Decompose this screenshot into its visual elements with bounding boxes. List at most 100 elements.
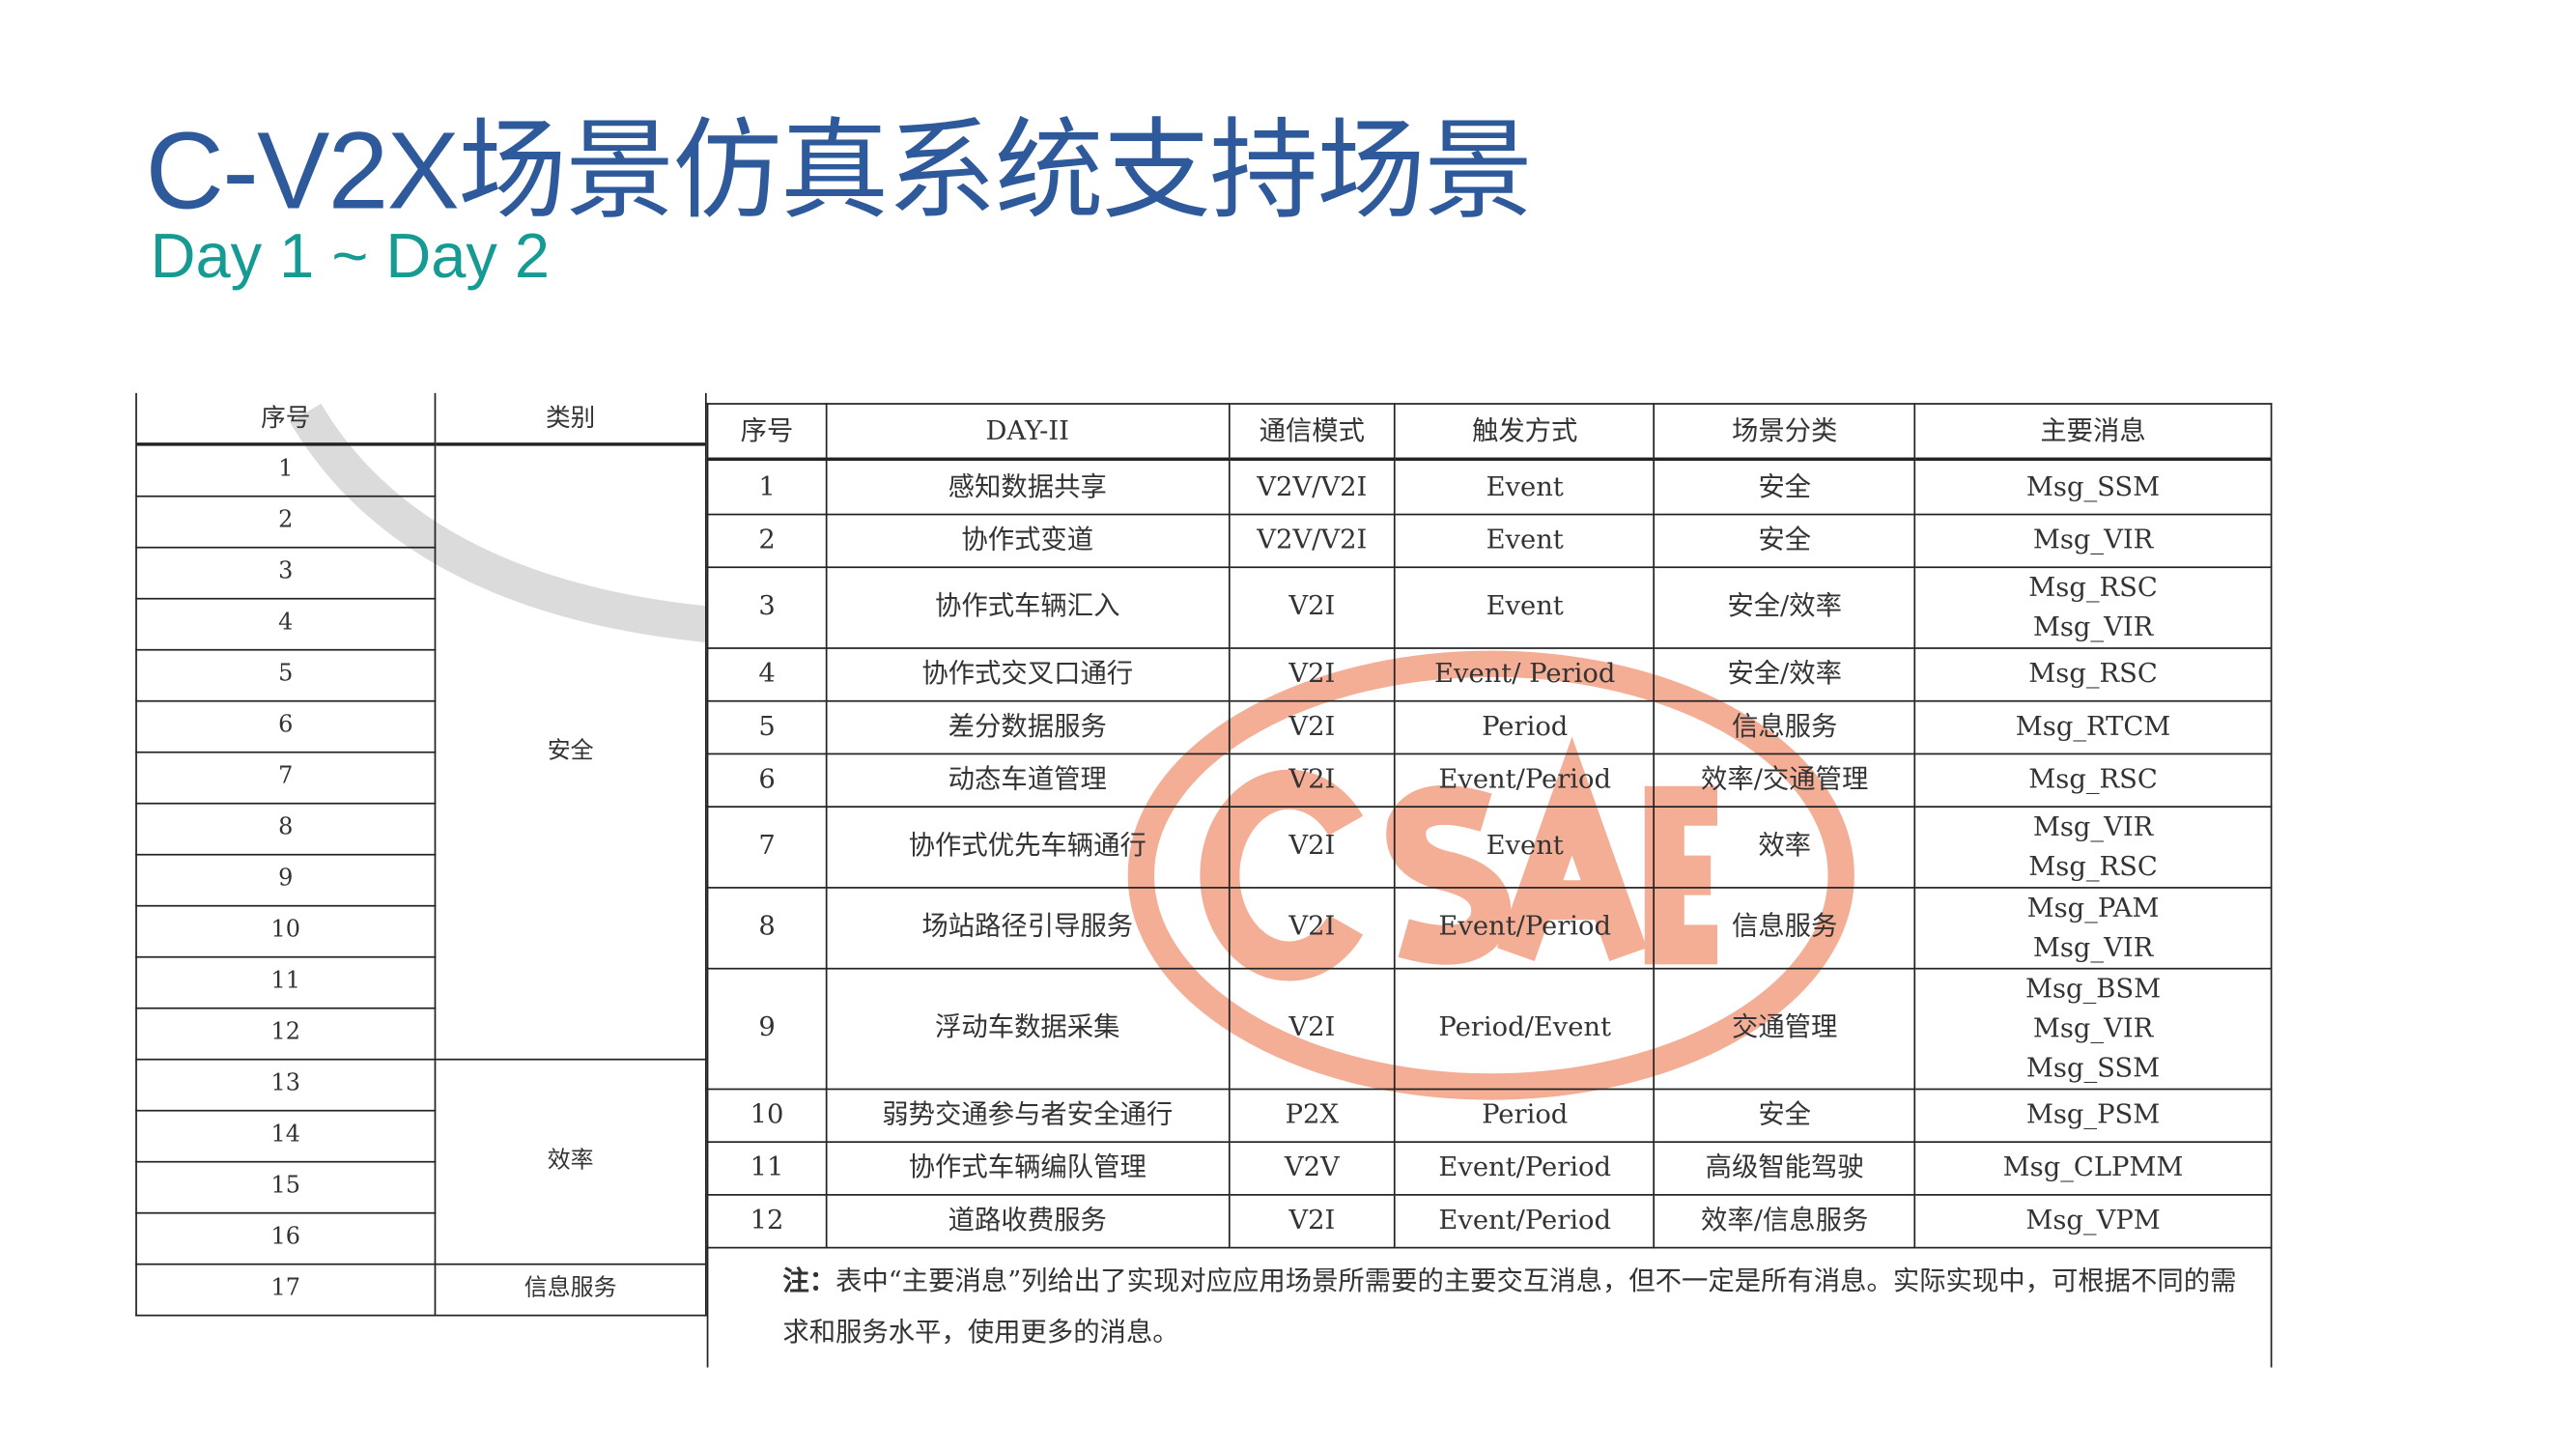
row-number: 4: [135, 597, 437, 651]
table-row: 5: [135, 648, 706, 702]
cell-trigger: Event: [1394, 458, 1656, 515]
cell-number: 9: [706, 966, 828, 1090]
cell-trigger: Period: [1394, 699, 1656, 754]
cell-category: 效率/交通管理: [1653, 752, 1916, 808]
header-category: 类别: [434, 392, 707, 446]
cell-category: 效率/信息服务: [1653, 1193, 1916, 1248]
header-comm-mode: 通信模式: [1228, 403, 1397, 461]
cell-category: 高级智能驾驶: [1653, 1140, 1916, 1195]
cell-trigger: Period: [1394, 1087, 1656, 1143]
cell-comm-mode: V2I: [1228, 1193, 1397, 1248]
cell-main-message: Msg_RTCM: [1913, 699, 2273, 754]
cell-day-ii: 动态车道管理: [825, 752, 1230, 808]
cell-main-message: Msg_RSC: [1913, 646, 2273, 701]
cell-main-message: Msg_BSM Msg_VIR Msg_SSM: [1913, 966, 2273, 1090]
table-row: 2 协作式变道 V2V/V2I Event 安全 Msg_VIR: [706, 512, 2273, 568]
cell-category: 安全/效率: [1653, 646, 1916, 701]
row-number: 5: [135, 648, 437, 702]
cell-number: 7: [706, 805, 828, 888]
cell-comm-mode: P2X: [1228, 1087, 1397, 1143]
table-row: 8 场站路径引导服务 V2I Event/Period 信息服务 Msg_PAM Msg_…: [706, 886, 2273, 969]
table-row: 13 效率: [135, 1058, 707, 1265]
row-number: 3: [135, 546, 437, 600]
table-row: 9 浮动车数据采集 V2I Period/Event 交通管理 Msg_BSM Msg_V…: [706, 966, 2273, 1090]
cell-day-ii: 场站路径引导服务: [825, 886, 1230, 969]
table-row: 7: [135, 751, 706, 805]
table-row: 7 协作式优先车辆通行 V2I Event 效率 Msg_VIR Msg_RSC: [706, 805, 2273, 888]
row-number: 2: [135, 495, 437, 549]
cell-main-message: Msg_VIR Msg_RSC: [1913, 805, 2273, 888]
header-day-ii: DAY-II: [825, 403, 1230, 461]
cell-day-ii: 协作式交叉口通行: [825, 646, 1230, 701]
row-number: 10: [135, 904, 437, 958]
cell-category: 交通管理: [1653, 966, 1916, 1090]
cell-trigger: Event: [1394, 805, 1656, 888]
table-row: 1 感知数据共享 V2V/V2I Event 安全 Msg_SSM: [706, 458, 2273, 515]
cell-day-ii: 弱势交通参与者安全通行: [825, 1087, 1230, 1143]
header-number: 序号: [135, 392, 437, 446]
table-row: 14: [135, 1109, 706, 1163]
header-main-message: 主要消息: [1913, 403, 2273, 461]
table-row: 10: [135, 904, 706, 958]
cell-number: 11: [706, 1140, 828, 1195]
cell-category: 安全: [1653, 458, 1916, 515]
row-number: 1: [135, 443, 437, 497]
table-note: 注：表中“主要消息”列给出了实现对应应用场景所需要的主要交互消息，但不一定是所有…: [706, 1245, 2273, 1367]
table-row: 12: [135, 1007, 706, 1061]
cell-main-message: Msg_VIR: [1913, 512, 2273, 568]
cell-trigger: Event/ Period: [1394, 646, 1656, 701]
header-number: 序号: [706, 403, 828, 461]
cell-comm-mode: V2I: [1228, 699, 1397, 754]
header-category: 场景分类: [1653, 403, 1916, 461]
cell-main-message: Msg_PSM: [1913, 1087, 2273, 1143]
cell-main-message: Msg_RSC: [1913, 752, 2273, 808]
cell-day-ii: 协作式车辆汇入: [825, 565, 1230, 649]
cell-comm-mode: V2V/V2I: [1228, 458, 1397, 515]
table-row: 17 信息服务: [135, 1263, 707, 1317]
cell-number: 4: [706, 646, 828, 701]
cell-day-ii: 协作式车辆编队管理: [825, 1140, 1230, 1195]
table-row: 16: [135, 1211, 706, 1265]
cell-number: 5: [706, 699, 828, 754]
cell-trigger: Event/Period: [1394, 1140, 1656, 1195]
cell-comm-mode: V2I: [1228, 966, 1397, 1090]
cell-day-ii: 协作式变道: [825, 512, 1230, 568]
cell-day-ii: 协作式优先车辆通行: [825, 805, 1230, 888]
table-row: 5 差分数据服务 V2I Period 信息服务 Msg_RTCM: [706, 699, 2273, 754]
table-row: 11: [135, 955, 706, 1009]
cell-category: 效率: [1653, 805, 1916, 888]
cell-main-message: Msg_VPM: [1913, 1193, 2273, 1248]
cell-number: 12: [706, 1193, 828, 1248]
cell-comm-mode: V2I: [1228, 805, 1397, 888]
cell-trigger: Event/Period: [1394, 1193, 1656, 1248]
slide-title: C-V2X场景仿真系统支持场景: [145, 108, 1533, 232]
cell-comm-mode: V2I: [1228, 886, 1397, 969]
slide-subtitle: Day 1 ~ Day 2: [150, 222, 551, 293]
note-text: 表中“主要消息”列给出了实现对应应用场景所需要的主要交互消息，但不一定是所有消息…: [782, 1264, 2237, 1348]
cell-main-message: Msg_SSM: [1913, 458, 2273, 515]
row-number: 14: [135, 1109, 437, 1163]
cell-main-message: Msg_PAM Msg_VIR: [1913, 886, 2273, 969]
cell-number: 8: [706, 886, 828, 969]
cell-number: 3: [706, 565, 828, 649]
table-row: 3 协作式车辆汇入 V2I Event 安全/效率 Msg_RSC Msg_VIR: [706, 565, 2273, 649]
cell-trigger: Event/Period: [1394, 752, 1656, 808]
table-row: 1 安全: [135, 443, 707, 1061]
cell-comm-mode: V2I: [1228, 565, 1397, 649]
cell-main-message: Msg_CLPMM: [1913, 1140, 2273, 1195]
scenario-table: 序号 DAY-II 通信模式 触发方式 场景分类 主要消息 1 感知数据共享 V2V/V2I E…: [706, 403, 2273, 1367]
row-number: 17: [135, 1263, 437, 1317]
table-row: 4 协作式交叉口通行 V2I Event/ Period 安全/效率 Msg_RSC: [706, 646, 2273, 701]
cell-category: 信息服务: [1653, 699, 1916, 754]
table-row: 9: [135, 853, 706, 907]
table-row: 6 动态车道管理 V2I Event/Period 效率/交通管理 Msg_RSC: [706, 752, 2273, 808]
cell-comm-mode: V2V/V2I: [1228, 512, 1397, 568]
table-row: 10 弱势交通参与者安全通行 P2X Period 安全 Msg_PSM: [706, 1087, 2273, 1143]
row-number: 6: [135, 699, 437, 753]
cell-day-ii: 感知数据共享: [825, 458, 1230, 515]
cell-main-message: Msg_RSC Msg_VIR: [1913, 565, 2273, 649]
cell-number: 6: [706, 752, 828, 808]
cell-category: 信息服务: [1653, 886, 1916, 969]
cell-trigger: Event: [1394, 512, 1656, 568]
